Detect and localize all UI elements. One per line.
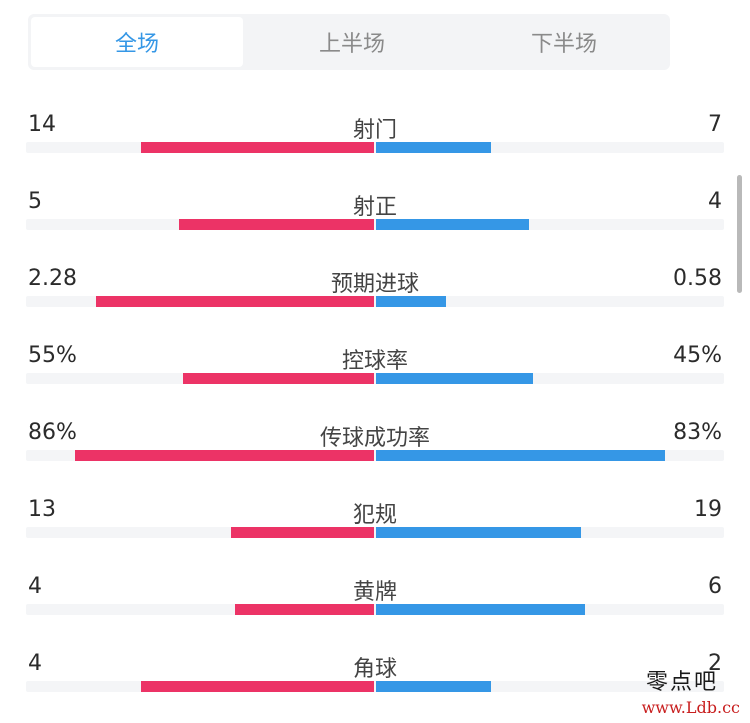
stat-track xyxy=(26,219,724,230)
away-value: 2 xyxy=(708,651,722,676)
stat-track xyxy=(26,450,724,461)
stat-label: 犯规 xyxy=(352,503,397,528)
away-value: 6 xyxy=(708,574,722,599)
stat-label: 射正 xyxy=(352,195,397,220)
home-value: 5 xyxy=(28,189,42,214)
stat-label: 传球成功率 xyxy=(319,426,430,451)
away-value: 19 xyxy=(694,497,722,522)
period-tabs: 全场 上半场 下半场 xyxy=(28,14,670,70)
stat-row-expected-goals: 2.28 预期进球 0.58 xyxy=(0,258,750,318)
stat-label: 预期进球 xyxy=(330,272,419,297)
tab-full-match[interactable]: 全场 xyxy=(31,17,243,67)
away-value: 4 xyxy=(708,189,722,214)
stat-track xyxy=(26,296,724,307)
stat-label: 控球率 xyxy=(341,349,408,374)
home-value: 86% xyxy=(28,420,77,445)
stat-track xyxy=(26,681,724,692)
home-bar xyxy=(141,142,374,153)
stat-label: 黄牌 xyxy=(352,580,397,605)
stat-track xyxy=(26,604,724,615)
stat-track xyxy=(26,527,724,538)
stat-row-corners: 4 角球 2 xyxy=(0,643,750,703)
away-bar xyxy=(376,142,491,153)
stat-row-shots: 14 射门 7 xyxy=(0,104,750,164)
tab-second-half[interactable]: 下半场 xyxy=(530,32,597,57)
home-bar xyxy=(96,296,374,307)
away-value: 7 xyxy=(708,112,722,137)
away-bar xyxy=(376,681,491,692)
home-bar xyxy=(235,604,374,615)
home-bar xyxy=(183,373,374,384)
home-value: 14 xyxy=(28,112,56,137)
home-bar xyxy=(75,450,374,461)
home-value: 13 xyxy=(28,497,56,522)
stat-row-fouls: 13 犯规 19 xyxy=(0,489,750,549)
away-value: 0.58 xyxy=(673,266,722,291)
away-bar xyxy=(376,373,533,384)
stat-row-possession: 55% 控球率 45% xyxy=(0,335,750,395)
away-value: 83% xyxy=(673,420,722,445)
away-bar xyxy=(376,219,529,230)
home-bar xyxy=(141,681,374,692)
watermark-logo: 零点吧 xyxy=(645,670,718,695)
watermark: 零点吧 www.Ldb.cc xyxy=(590,664,740,717)
watermark-url: www.Ldb.cc xyxy=(641,698,740,717)
home-bar xyxy=(231,527,374,538)
home-value: 4 xyxy=(28,651,42,676)
stat-label: 角球 xyxy=(352,657,397,682)
home-value: 55% xyxy=(28,343,77,368)
away-bar xyxy=(376,450,665,461)
stat-row-yellow-cards: 4 黄牌 6 xyxy=(0,566,750,626)
stat-row-pass-accuracy: 86% 传球成功率 83% xyxy=(0,412,750,472)
stat-track xyxy=(26,373,724,384)
away-bar xyxy=(376,604,585,615)
away-value: 45% xyxy=(673,343,722,368)
home-value: 4 xyxy=(28,574,42,599)
scrollbar[interactable] xyxy=(737,175,742,293)
away-bar xyxy=(376,527,581,538)
stat-label: 射门 xyxy=(352,118,397,143)
away-bar xyxy=(376,296,446,307)
home-value: 2.28 xyxy=(28,266,77,291)
stat-row-shots-on-target: 5 射正 4 xyxy=(0,181,750,241)
tab-first-half[interactable]: 上半场 xyxy=(318,32,385,57)
home-bar xyxy=(179,219,374,230)
stat-track xyxy=(26,142,724,153)
